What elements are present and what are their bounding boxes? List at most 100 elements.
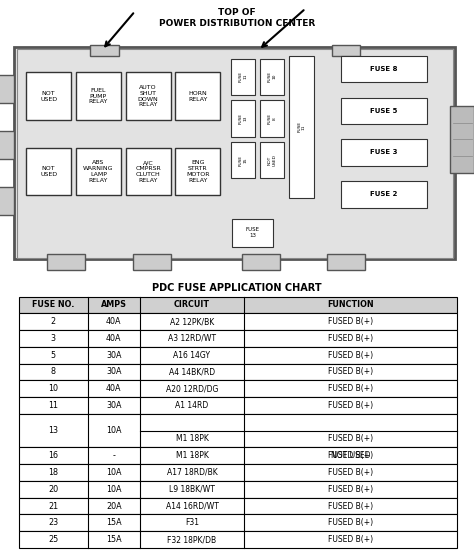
Bar xyxy=(19,531,457,548)
Bar xyxy=(327,254,365,270)
Text: A1 14RD: A1 14RD xyxy=(175,401,209,410)
Text: A16 14GY: A16 14GY xyxy=(173,351,210,360)
Text: FUSE
11: FUSE 11 xyxy=(239,71,247,82)
Text: FUSE
13: FUSE 13 xyxy=(239,113,247,124)
Bar xyxy=(19,397,457,414)
Bar xyxy=(19,497,457,514)
Bar xyxy=(19,380,457,397)
Text: A4 14BK/RD: A4 14BK/RD xyxy=(169,368,215,376)
Text: AUTO
SHUT
DOWN
RELAY: AUTO SHUT DOWN RELAY xyxy=(138,85,158,108)
Bar xyxy=(19,464,457,481)
Text: FUSE
11: FUSE 11 xyxy=(297,121,306,132)
Text: 20A: 20A xyxy=(106,502,121,511)
Text: 30A: 30A xyxy=(106,401,121,410)
Text: 3: 3 xyxy=(51,334,56,343)
Text: -: - xyxy=(191,451,193,460)
Bar xyxy=(14,47,455,259)
Text: 40A: 40A xyxy=(106,384,121,393)
Text: AMPS: AMPS xyxy=(101,300,127,310)
Text: 10: 10 xyxy=(48,384,58,393)
Text: FUSE
13: FUSE 13 xyxy=(246,227,259,238)
Bar xyxy=(26,72,71,120)
Text: M1 18PK: M1 18PK xyxy=(175,434,209,443)
Text: FUSE
10: FUSE 10 xyxy=(268,71,276,82)
Text: FUSE 8: FUSE 8 xyxy=(370,66,398,72)
Text: -: - xyxy=(112,451,115,460)
Bar xyxy=(19,347,457,364)
Text: NOT
USED: NOT USED xyxy=(268,155,276,166)
Bar xyxy=(76,148,121,195)
Bar xyxy=(175,148,220,195)
Bar xyxy=(126,148,171,195)
Bar xyxy=(332,45,360,56)
Text: HORN
RELAY: HORN RELAY xyxy=(188,91,208,102)
Text: 18: 18 xyxy=(48,468,58,477)
Text: 25: 25 xyxy=(48,535,58,544)
Text: 30A: 30A xyxy=(106,351,121,360)
Text: ABS
WARNING
LAMP
RELAY: ABS WARNING LAMP RELAY xyxy=(83,160,114,183)
Bar xyxy=(19,364,457,380)
Text: 30A: 30A xyxy=(106,368,121,376)
Text: 15A: 15A xyxy=(106,535,121,544)
Bar xyxy=(175,72,220,120)
Text: FUEL
PUMP
RELAY: FUEL PUMP RELAY xyxy=(89,88,108,104)
Text: FUSED B(+): FUSED B(+) xyxy=(328,351,374,360)
Text: 40A: 40A xyxy=(106,317,121,326)
Text: 40A: 40A xyxy=(106,334,121,343)
Bar xyxy=(0,131,14,159)
Bar xyxy=(231,100,255,136)
Bar xyxy=(19,481,457,497)
Bar xyxy=(0,75,14,103)
Bar xyxy=(260,59,284,95)
Text: FUSED B(+): FUSED B(+) xyxy=(328,535,374,544)
Text: FUSED B(+): FUSED B(+) xyxy=(328,384,374,393)
Text: FUSED B(+): FUSED B(+) xyxy=(328,468,374,477)
Bar xyxy=(232,219,273,247)
Text: FUSE 5: FUSE 5 xyxy=(370,108,398,114)
Text: TOP OF
POWER DISTRIBUTION CENTER: TOP OF POWER DISTRIBUTION CENTER xyxy=(159,8,315,28)
Text: FUNCTION: FUNCTION xyxy=(328,300,374,310)
Text: FUSE
8: FUSE 8 xyxy=(268,113,276,124)
Bar xyxy=(19,414,457,447)
Text: A3 12RD/WT: A3 12RD/WT xyxy=(168,334,216,343)
Text: L9 18BK/WT: L9 18BK/WT xyxy=(169,485,215,493)
Text: FUSE NO.: FUSE NO. xyxy=(32,300,74,310)
Text: NOT
USED: NOT USED xyxy=(40,91,57,102)
Text: 2: 2 xyxy=(51,317,56,326)
Text: 5: 5 xyxy=(51,351,56,360)
Bar xyxy=(76,72,121,120)
Text: A14 16RD/WT: A14 16RD/WT xyxy=(165,502,219,511)
Text: FUSED B(+): FUSED B(+) xyxy=(328,451,374,460)
Text: 10A: 10A xyxy=(106,485,121,493)
Bar xyxy=(231,59,255,95)
Text: M1 18PK: M1 18PK xyxy=(175,451,209,460)
Text: FUSE
15: FUSE 15 xyxy=(239,155,247,166)
Bar xyxy=(126,72,171,120)
Bar xyxy=(26,148,71,195)
Text: 20: 20 xyxy=(48,485,58,493)
Text: 21: 21 xyxy=(48,502,58,511)
Text: FUSED B(+): FUSED B(+) xyxy=(328,317,374,326)
Bar xyxy=(0,187,14,215)
Text: FUSED B(+): FUSED B(+) xyxy=(328,401,374,410)
Bar xyxy=(289,56,314,198)
Text: A/C
CMPRSR
CLUTCH
RELAY: A/C CMPRSR CLUTCH RELAY xyxy=(135,160,161,183)
Bar xyxy=(260,142,284,178)
Bar xyxy=(19,514,457,531)
Text: FUSE 3: FUSE 3 xyxy=(370,150,398,156)
Text: FUSE 2: FUSE 2 xyxy=(370,192,398,197)
Text: 11: 11 xyxy=(48,401,58,410)
Text: A2 12PK/BK: A2 12PK/BK xyxy=(170,317,214,326)
Text: FUSED B(+): FUSED B(+) xyxy=(328,518,374,527)
Text: NOT USED: NOT USED xyxy=(331,451,371,460)
Text: ENG
STRTR
MOTOR
RELAY: ENG STRTR MOTOR RELAY xyxy=(186,160,210,183)
Bar xyxy=(341,139,427,166)
Text: 13: 13 xyxy=(48,426,58,435)
Text: 16: 16 xyxy=(48,451,58,460)
Bar xyxy=(341,56,427,82)
Bar xyxy=(242,254,280,270)
Bar xyxy=(231,142,255,178)
Bar xyxy=(19,296,457,314)
Text: A17 18RD/BK: A17 18RD/BK xyxy=(166,468,218,477)
Text: 8: 8 xyxy=(51,368,56,376)
